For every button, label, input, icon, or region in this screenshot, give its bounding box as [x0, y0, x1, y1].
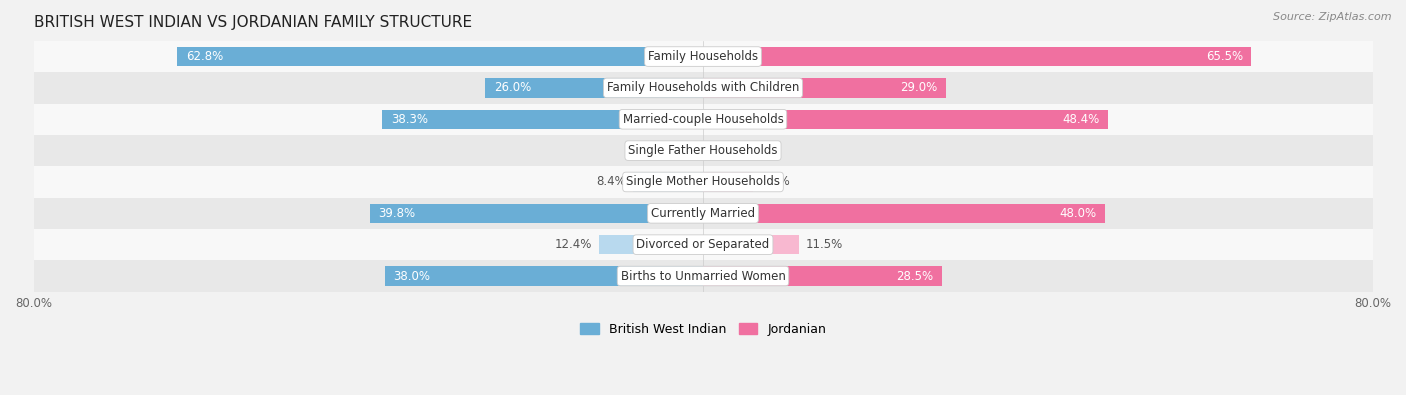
Bar: [703, 266, 942, 286]
Bar: [703, 203, 1105, 223]
Text: Divorced or Separated: Divorced or Separated: [637, 238, 769, 251]
Bar: [177, 47, 703, 66]
Bar: [703, 78, 946, 98]
Bar: [34, 72, 1372, 103]
Text: 28.5%: 28.5%: [896, 269, 934, 282]
Text: 11.5%: 11.5%: [806, 238, 844, 251]
Bar: [34, 166, 1372, 198]
Bar: [703, 47, 1251, 66]
Bar: [34, 260, 1372, 292]
Text: 8.4%: 8.4%: [596, 175, 626, 188]
Text: 2.2%: 2.2%: [648, 144, 678, 157]
Text: Births to Unmarried Women: Births to Unmarried Women: [620, 269, 786, 282]
Bar: [34, 135, 1372, 166]
Text: Family Households: Family Households: [648, 50, 758, 63]
Text: Single Father Households: Single Father Households: [628, 144, 778, 157]
Text: 12.4%: 12.4%: [555, 238, 592, 251]
Bar: [34, 198, 1372, 229]
Text: 39.8%: 39.8%: [378, 207, 415, 220]
Text: 48.0%: 48.0%: [1059, 207, 1097, 220]
Text: Married-couple Households: Married-couple Households: [623, 113, 783, 126]
Bar: [382, 109, 703, 129]
Text: BRITISH WEST INDIAN VS JORDANIAN FAMILY STRUCTURE: BRITISH WEST INDIAN VS JORDANIAN FAMILY …: [34, 15, 471, 30]
Bar: [703, 109, 1108, 129]
Bar: [685, 141, 703, 160]
Bar: [703, 235, 799, 254]
Text: 62.8%: 62.8%: [186, 50, 224, 63]
Text: Currently Married: Currently Married: [651, 207, 755, 220]
Legend: British West Indian, Jordanian: British West Indian, Jordanian: [575, 318, 831, 340]
Bar: [370, 203, 703, 223]
Text: 6.0%: 6.0%: [759, 175, 790, 188]
Text: 65.5%: 65.5%: [1206, 50, 1243, 63]
Bar: [633, 172, 703, 192]
Bar: [703, 172, 754, 192]
Bar: [34, 229, 1372, 260]
Text: Single Mother Households: Single Mother Households: [626, 175, 780, 188]
Bar: [485, 78, 703, 98]
Text: 26.0%: 26.0%: [494, 81, 531, 94]
Text: 48.4%: 48.4%: [1063, 113, 1099, 126]
Bar: [34, 41, 1372, 72]
Text: 38.0%: 38.0%: [394, 269, 430, 282]
Bar: [599, 235, 703, 254]
Text: 2.2%: 2.2%: [728, 144, 758, 157]
Bar: [34, 103, 1372, 135]
Bar: [703, 141, 721, 160]
Text: Source: ZipAtlas.com: Source: ZipAtlas.com: [1274, 12, 1392, 22]
Text: Family Households with Children: Family Households with Children: [607, 81, 799, 94]
Text: 29.0%: 29.0%: [900, 81, 938, 94]
Bar: [385, 266, 703, 286]
Text: 38.3%: 38.3%: [391, 113, 427, 126]
